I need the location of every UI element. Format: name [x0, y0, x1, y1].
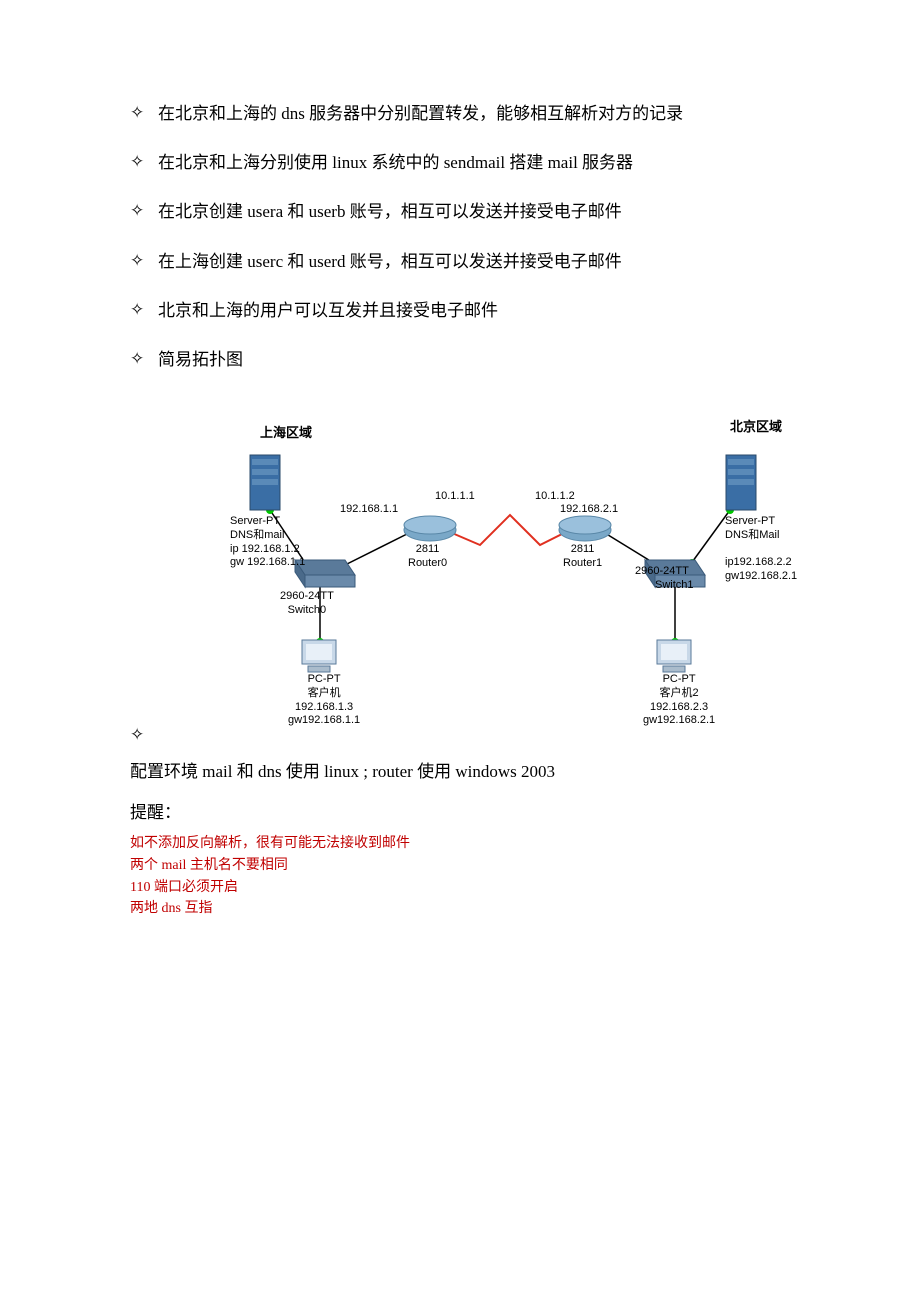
environment-line: 配置环境 mail 和 dns 使用 linux ; router 使用 win… — [130, 757, 790, 782]
list-item: ✧ 在北京和上海的 dns 服务器中分别配置转发，能够相互解析对方的记录 — [130, 100, 790, 127]
requirements-list: ✧ 在北京和上海的 dns 服务器中分别配置转发，能够相互解析对方的记录 ✧ 在… — [130, 100, 790, 373]
ip-gw-right: 192.168.2.1 — [560, 503, 618, 517]
diamond-bullet-icon: ✧ — [130, 149, 158, 175]
switch-right-label: 2960-24TT Switch1 — [635, 565, 694, 593]
topology-diagram: 上海区域 北京区域 Server-PT DNS和mail ip 192.168.… — [140, 395, 800, 725]
router-right-label: 2811 Router1 — [563, 543, 602, 571]
bullet-text: 在北京创建 usera 和 userb 账号，相互可以发送并接受电子邮件 — [158, 198, 790, 225]
red-notes: 如不添加反向解析，很有可能无法接收到邮件 两个 mail 主机名不要相同 110… — [130, 833, 790, 920]
bullet-text: 在北京和上海的 dns 服务器中分别配置转发，能够相互解析对方的记录 — [158, 100, 790, 127]
list-item: ✧ 在北京和上海分别使用 linux 系统中的 sendmail 搭建 mail… — [130, 149, 790, 176]
diamond-bullet-icon: ✧ — [130, 725, 144, 745]
diamond-bullet-icon: ✧ — [130, 100, 158, 126]
bullet-text: 在上海创建 userc 和 userd 账号，相互可以发送并接受电子邮件 — [158, 248, 790, 275]
diamond-bullet-icon: ✧ — [130, 248, 158, 274]
ip-gw-left: 192.168.1.1 — [340, 503, 398, 517]
diamond-bullet-icon: ✧ — [130, 346, 158, 372]
router-left-label: 2811 Router0 — [408, 543, 447, 571]
diamond-bullet-icon: ✧ — [130, 198, 158, 224]
ip-serial-left: 10.1.1.1 — [435, 490, 475, 504]
red-note-item: 两地 dns 互指 — [130, 898, 790, 920]
list-item: ✧ 在上海创建 userc 和 userd 账号，相互可以发送并接受电子邮件 — [130, 248, 790, 275]
region-left-label: 上海区域 — [260, 425, 312, 441]
list-item: ✧ 北京和上海的用户可以互发并且接受电子邮件 — [130, 297, 790, 324]
pc-left-icon — [302, 640, 336, 672]
bullet-text: 在北京和上海分别使用 linux 系统中的 sendmail 搭建 mail 服… — [158, 149, 790, 176]
pc-right-icon — [657, 640, 691, 672]
red-note-item: 如不添加反向解析，很有可能无法接收到邮件 — [130, 833, 790, 855]
switch-left-label: 2960-24TT Switch0 — [280, 590, 334, 618]
red-note-item: 110 端口必须开启 — [130, 877, 790, 899]
list-item: ✧ 在北京创建 usera 和 userb 账号，相互可以发送并接受电子邮件 — [130, 198, 790, 225]
pc-right-label: PC-PT 客户机2 192.168.2.3 gw192.168.2.1 — [643, 673, 715, 728]
router-left-icon — [404, 516, 456, 541]
router-right-icon — [559, 516, 611, 541]
reminder-heading: 提醒： — [130, 798, 790, 823]
trailing-diamond-row: ✧ — [130, 725, 790, 745]
pc-left-label: PC-PT 客户机 192.168.1.3 gw192.168.1.1 — [288, 673, 360, 728]
diamond-bullet-icon: ✧ — [130, 297, 158, 323]
server-right-label: Server-PT DNS和Mail ip192.168.2.2 gw192.1… — [725, 515, 797, 584]
bullet-text: 简易拓扑图 — [158, 346, 790, 373]
bullet-text: 北京和上海的用户可以互发并且接受电子邮件 — [158, 297, 790, 324]
server-left-label: Server-PT DNS和mail ip 192.168.1.2 gw 192… — [230, 515, 305, 570]
server-right-icon — [726, 455, 756, 510]
ip-serial-right: 10.1.1.2 — [535, 490, 575, 504]
region-right-label: 北京区域 — [730, 419, 782, 435]
red-note-item: 两个 mail 主机名不要相同 — [130, 855, 790, 877]
list-item: ✧ 简易拓扑图 — [130, 346, 790, 373]
server-left-icon — [250, 455, 280, 510]
